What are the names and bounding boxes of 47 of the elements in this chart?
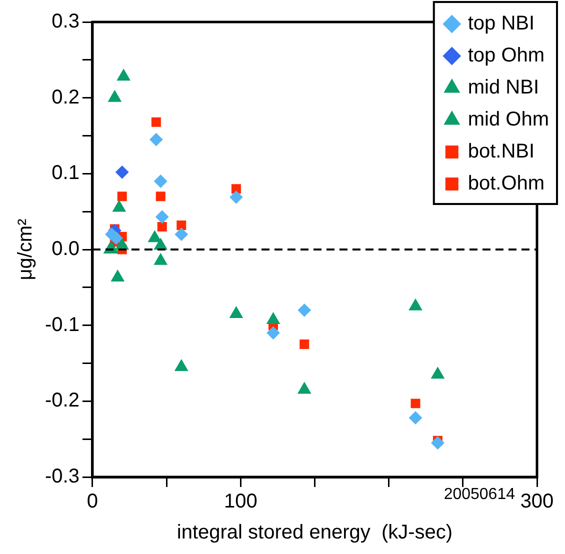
point	[150, 133, 163, 146]
point	[148, 230, 162, 242]
point	[151, 117, 161, 127]
point	[230, 306, 243, 318]
legend-label: bot.NBI	[468, 140, 535, 163]
x-tick-label: 100	[224, 490, 258, 513]
y-tick-label: 0.2	[52, 86, 80, 108]
legend-label: top Ohm	[468, 44, 545, 67]
y-tick-label: 0.1	[52, 162, 80, 184]
point	[266, 326, 280, 340]
y-tick-label: -0.1	[44, 314, 80, 336]
legend-label: mid Ohm	[468, 108, 549, 131]
point	[408, 298, 422, 310]
point	[231, 184, 241, 194]
legend-label: mid NBI	[468, 76, 539, 99]
legend-label: bot.Ohm	[468, 172, 545, 195]
point	[154, 174, 168, 188]
point	[298, 382, 311, 394]
point	[408, 411, 422, 424]
point	[112, 200, 126, 212]
point	[174, 360, 188, 372]
point	[431, 436, 444, 450]
point	[154, 253, 168, 265]
y-tick-label: -0.2	[44, 390, 80, 412]
point	[111, 270, 124, 282]
point	[117, 192, 127, 202]
point	[266, 312, 280, 324]
y-tick-label: 0.0	[52, 238, 80, 260]
y-tick-label: -0.3	[44, 466, 80, 488]
x-tick-label: 300	[520, 490, 554, 513]
x-tick-label: 0	[86, 490, 98, 513]
point	[157, 222, 167, 232]
point	[156, 210, 169, 224]
point	[116, 166, 129, 179]
point	[230, 190, 243, 204]
point	[431, 367, 444, 379]
point	[176, 220, 186, 230]
y-axis-title: μg/cm²	[14, 218, 37, 280]
text: 20050614	[444, 486, 516, 503]
point	[174, 228, 188, 241]
point	[410, 398, 420, 408]
y-tick-label: 0.3	[52, 10, 80, 33]
legend-label: top NBI	[468, 12, 535, 35]
x-axis-title: integral stored energy (kJ-sec)	[176, 522, 453, 544]
point	[298, 304, 311, 317]
point	[156, 192, 166, 202]
point	[300, 340, 310, 350]
